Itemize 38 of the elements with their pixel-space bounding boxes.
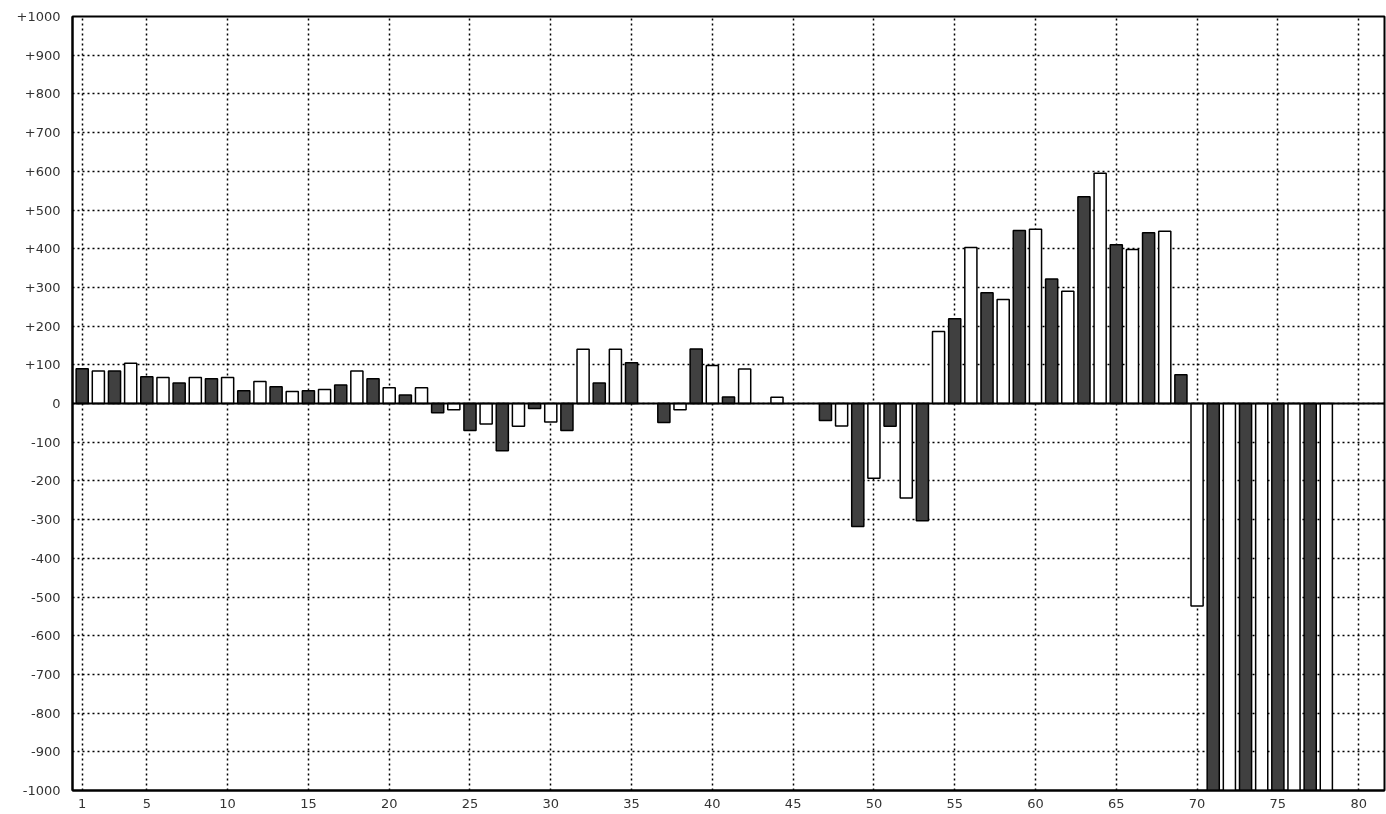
- x-tick-label: 30: [542, 795, 560, 811]
- y-tick-label: +800: [24, 86, 61, 102]
- y-tick-label: +100: [24, 357, 61, 373]
- y-tick-label: +600: [24, 163, 61, 179]
- x-tick-label: 25: [461, 795, 479, 811]
- y-tick-label: +700: [24, 125, 61, 141]
- x-tick-label: 40: [704, 795, 721, 811]
- x-tick-label: 1: [78, 795, 87, 811]
- y-tick-label: +900: [24, 47, 61, 63]
- x-tick-label: 5: [142, 795, 151, 811]
- x-tick-label: 70: [1188, 795, 1206, 811]
- x-tick-label: 35: [623, 795, 640, 811]
- y-tick-label: +500: [24, 202, 61, 218]
- x-tick-label: 50: [865, 795, 883, 811]
- y-tick-label: -500: [31, 589, 61, 605]
- y-tick-label: -400: [31, 550, 61, 566]
- y-tick-label: +300: [24, 279, 61, 295]
- y-tick-label: -100: [31, 434, 61, 450]
- x-tick-label: 15: [300, 795, 317, 811]
- y-tick-label: +200: [24, 318, 61, 334]
- x-tick-label: 65: [1108, 795, 1125, 811]
- y-tick-label: +400: [24, 241, 61, 257]
- x-tick-label: 55: [946, 795, 963, 811]
- y-tick-label: -300: [31, 512, 61, 528]
- y-tick-label: 0: [52, 396, 61, 411]
- y-tick-label: -200: [31, 473, 61, 489]
- x-tick-label: 10: [219, 795, 236, 811]
- x-tick-label: 60: [1027, 795, 1044, 811]
- x-tick-label: 45: [784, 795, 802, 811]
- x-tick-label: 20: [380, 795, 398, 811]
- y-tick-label: -1000: [22, 783, 61, 798]
- y-tick-label: -700: [31, 666, 61, 682]
- x-tick-label: 80: [1350, 795, 1367, 811]
- x-tick-label: 75: [1269, 795, 1287, 811]
- y-tick-label: -800: [31, 705, 61, 721]
- y-tick-label: +1000: [16, 9, 61, 24]
- y-tick-label: -600: [31, 628, 61, 644]
- y-tick-label: -900: [31, 744, 61, 760]
